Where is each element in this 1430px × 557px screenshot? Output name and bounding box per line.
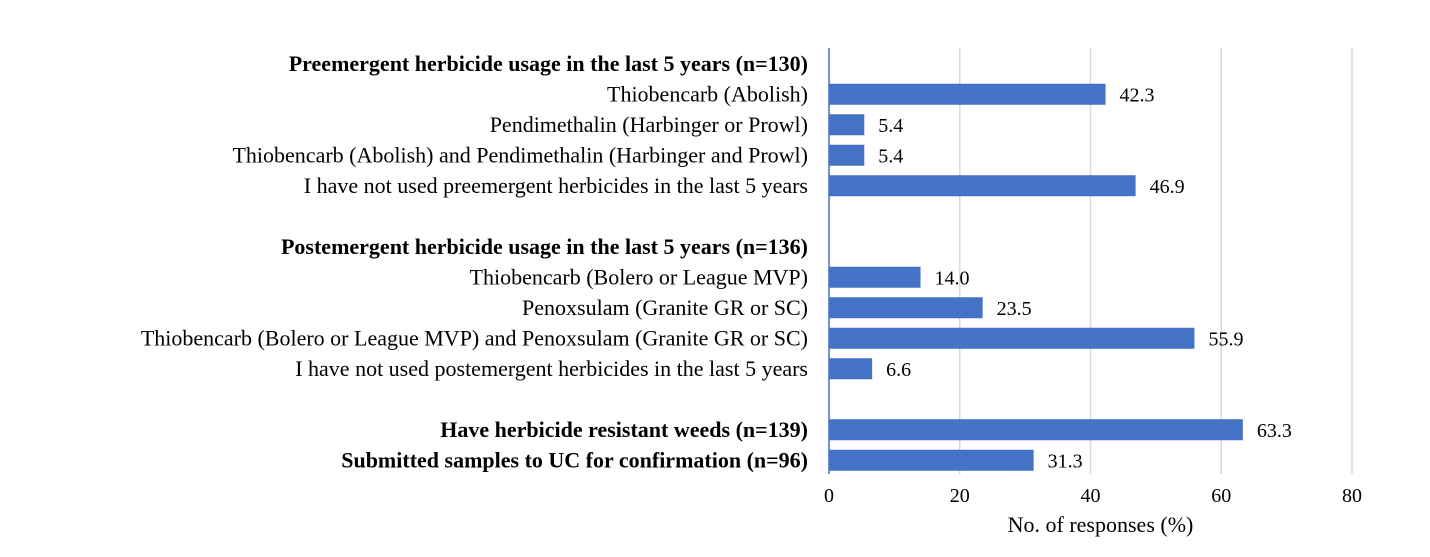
data-label: 46.9 xyxy=(1150,176,1185,198)
bar xyxy=(829,144,865,166)
category-label: Thiobencarb (Bolero or League MVP) xyxy=(470,264,808,289)
category-label: Preemergent herbicide usage in the last … xyxy=(289,51,808,76)
bar xyxy=(829,327,1195,349)
category-label: Pendimethalin (Harbinger or Prowl) xyxy=(490,112,808,137)
category-labels: Preemergent herbicide usage in the last … xyxy=(141,51,808,473)
bar xyxy=(829,114,865,136)
category-label: Thiobencarb (Abolish) and Pendimethalin … xyxy=(232,142,808,167)
gridlines xyxy=(959,48,1353,474)
data-label: 42.3 xyxy=(1120,84,1155,106)
x-tick-label: 60 xyxy=(1211,485,1231,507)
data-label: 5.4 xyxy=(878,145,903,167)
category-label: Thiobencarb (Bolero or League MVP) and P… xyxy=(141,325,808,350)
x-tick-label: 40 xyxy=(1081,485,1101,507)
data-label: 5.4 xyxy=(878,115,903,137)
category-label: Penoxsulam (Granite GR or SC) xyxy=(522,295,808,320)
category-label: I have not used postemergent herbicides … xyxy=(295,356,808,381)
data-label: 6.6 xyxy=(886,359,911,381)
bar xyxy=(829,175,1136,197)
x-tick-label: 80 xyxy=(1342,485,1362,507)
data-label: 31.3 xyxy=(1048,450,1083,472)
x-tick-label: 20 xyxy=(950,485,970,507)
bar xyxy=(829,297,983,319)
category-label: Have herbicide resistant weeds (n=139) xyxy=(440,417,808,442)
category-label: Thiobencarb (Abolish) xyxy=(607,81,808,106)
data-labels: 42.3 5.4 5.4 46.9 14.0 23.5 55.9 6.6 63.3 31.3 xyxy=(878,84,1292,472)
x-axis-title: No. of responses (%) xyxy=(1008,512,1194,537)
bars xyxy=(829,83,1243,471)
data-label: 14.0 xyxy=(935,267,970,289)
category-label: Submitted samples to UC for confirmation… xyxy=(341,447,808,472)
bar xyxy=(829,449,1034,471)
x-tick-label: 0 xyxy=(824,485,834,507)
data-label: 23.5 xyxy=(997,298,1032,320)
category-label: Postemergent herbicide usage in the last… xyxy=(281,234,808,259)
x-tick-labels: 0 20 40 60 80 xyxy=(824,485,1362,507)
bar xyxy=(829,83,1106,105)
bar xyxy=(829,358,873,380)
data-label: 63.3 xyxy=(1257,420,1292,442)
bar xyxy=(829,419,1243,441)
data-label: 55.9 xyxy=(1208,328,1243,350)
category-label: I have not used preemergent herbicides i… xyxy=(304,173,808,198)
bar xyxy=(829,266,921,288)
